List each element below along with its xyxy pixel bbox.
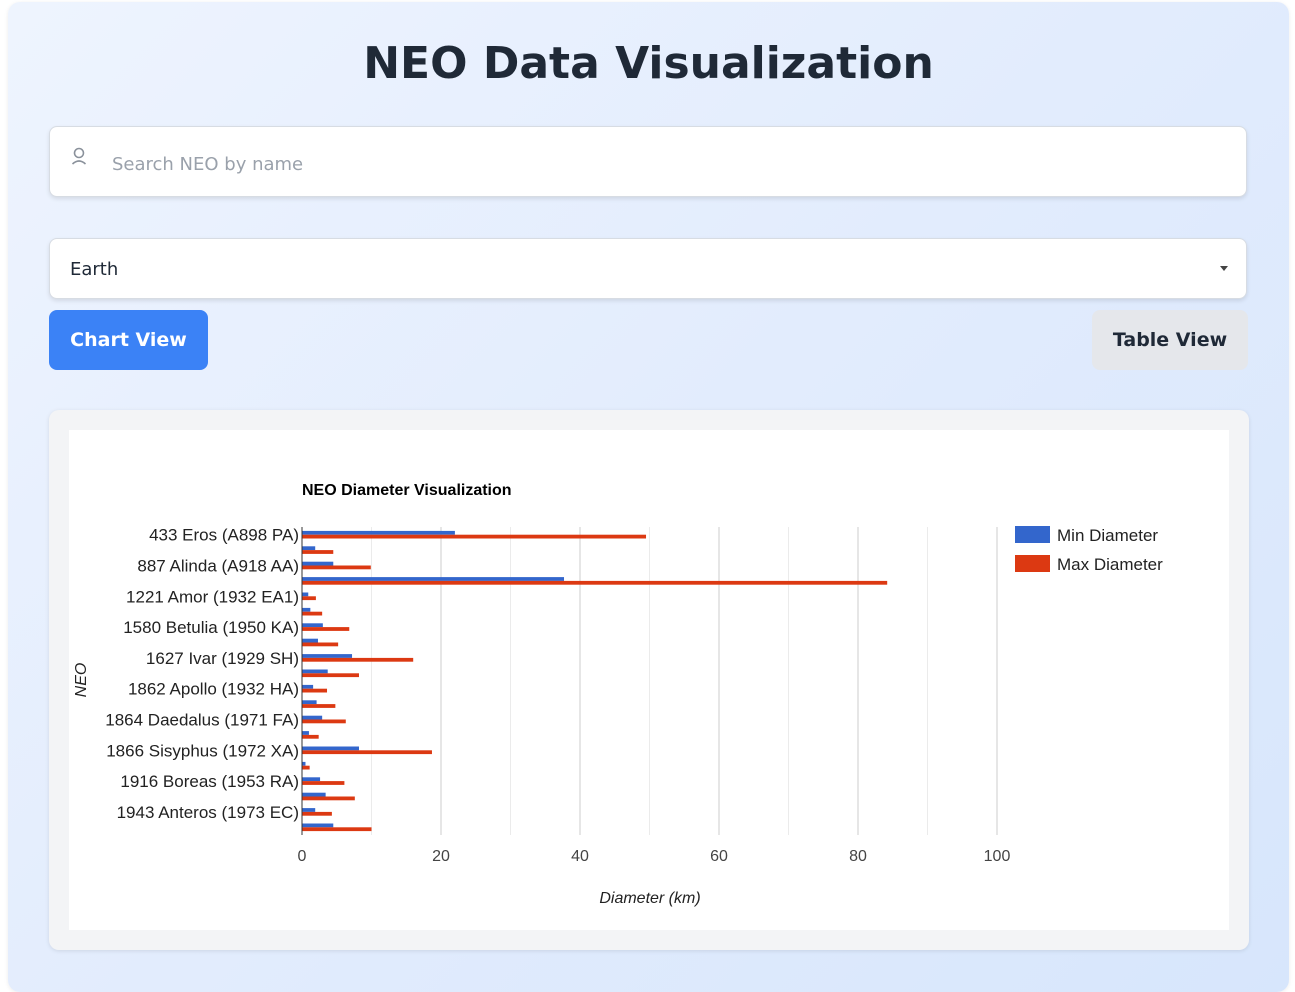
bar-min-diameter[interactable] [302, 530, 455, 535]
table-view-button[interactable]: Table View [1092, 310, 1248, 370]
bar-max-diameter[interactable] [302, 750, 432, 755]
category-label: 1221 Amor (1932 EA1) [126, 587, 299, 606]
bar-min-diameter[interactable] [302, 777, 321, 782]
category-label: 1862 Apollo (1932 HA) [128, 680, 299, 699]
chart-legend: Min Diameter Max Diameter [1015, 526, 1163, 574]
bar-min-diameter[interactable] [302, 654, 353, 658]
legend-label: Max Diameter [1057, 555, 1163, 574]
bar-max-diameter[interactable] [302, 642, 339, 647]
category-label: 433 Eros (A898 PA) [149, 526, 299, 545]
bar-min-diameter[interactable] [302, 715, 323, 720]
bar-min-diameter[interactable] [302, 700, 317, 705]
bar-min-diameter[interactable] [302, 561, 334, 566]
bar-min-diameter[interactable] [302, 546, 316, 551]
x-tick-label: 60 [710, 848, 728, 865]
bar-max-diameter[interactable] [302, 796, 355, 801]
chart-title: NEO Diameter Visualization [302, 482, 512, 499]
bar-min-diameter[interactable] [302, 577, 565, 581]
category-label: 1943 Anteros (1973 EC) [117, 803, 299, 822]
chevron-down-icon[interactable] [1220, 266, 1228, 271]
legend-label: Min Diameter [1057, 526, 1158, 545]
bar-max-diameter[interactable] [302, 719, 346, 724]
bar-max-diameter[interactable] [302, 611, 323, 616]
page-title: NEO Data Visualization [363, 38, 934, 89]
chart-card: NEO Diameter Visualization 433 Eros (A89… [49, 410, 1249, 950]
x-tick-label: 100 [984, 848, 1011, 865]
bar-max-diameter[interactable] [302, 550, 334, 554]
bar-min-diameter[interactable] [302, 731, 309, 735]
bar-max-diameter[interactable] [302, 704, 336, 708]
bar-max-diameter[interactable] [302, 827, 372, 832]
y-axis-label: NEO [73, 663, 90, 698]
neo-diameter-chart: NEO Diameter Visualization 433 Eros (A89… [73, 482, 1163, 907]
bar-max-diameter[interactable] [302, 596, 316, 601]
bar-min-diameter[interactable] [302, 808, 316, 812]
bar-max-diameter[interactable] [302, 565, 371, 570]
bar-min-diameter[interactable] [302, 746, 359, 751]
category-labels: 433 Eros (A898 PA) 887 Alinda (A918 AA) 12… [105, 526, 299, 822]
x-tick-label: 40 [571, 848, 589, 865]
bar-max-diameter[interactable] [302, 657, 414, 662]
chart-view-button[interactable]: Chart View [49, 310, 208, 370]
bar-min-diameter[interactable] [302, 669, 328, 674]
bar-max-diameter[interactable] [302, 580, 888, 585]
x-tick-label: 0 [298, 848, 307, 865]
x-axis-label: Diameter (km) [599, 890, 700, 907]
x-tick-label: 20 [432, 848, 450, 865]
category-label: 1916 Boreas (1953 RA) [120, 772, 299, 791]
bar-max-diameter[interactable] [302, 534, 647, 539]
bar-max-diameter[interactable] [302, 781, 345, 785]
planet-select[interactable]: Earth [49, 238, 1247, 299]
bar-max-diameter[interactable] [302, 734, 319, 739]
category-label: 1866 Sisyphus (1972 XA) [106, 741, 299, 760]
app-container: NEO Data Visualization Earth Chart View … [8, 2, 1289, 992]
x-tick-label: 80 [849, 848, 867, 865]
bar-max-diameter[interactable] [302, 673, 359, 678]
search-input[interactable] [110, 145, 1214, 183]
bar-min-diameter[interactable] [302, 823, 334, 828]
x-tick-labels: 0 20 40 60 80 100 [298, 848, 1011, 865]
chart-area: NEO Diameter Visualization 433 Eros (A89… [69, 430, 1229, 930]
bar-min-diameter[interactable] [302, 761, 306, 766]
category-label: 1627 Ivar (1929 SH) [146, 649, 299, 668]
legend-swatch-min [1015, 526, 1050, 543]
bar-min-diameter[interactable] [302, 792, 326, 797]
planet-select-value: Earth [70, 259, 119, 280]
bar-layer [302, 530, 888, 832]
person-search-icon [71, 147, 87, 165]
category-label: 1864 Daedalus (1971 FA) [105, 711, 299, 730]
category-label: 1580 Betulia (1950 KA) [123, 618, 299, 637]
grid-layer [371, 527, 998, 835]
bar-max-diameter[interactable] [302, 811, 332, 816]
bar-max-diameter[interactable] [302, 765, 310, 770]
bar-min-diameter[interactable] [302, 623, 323, 628]
bar-max-diameter[interactable] [302, 627, 350, 631]
bar-max-diameter[interactable] [302, 688, 328, 693]
bar-min-diameter[interactable] [302, 684, 314, 689]
bar-min-diameter[interactable] [302, 592, 309, 597]
search-box[interactable] [49, 126, 1247, 197]
bar-min-diameter[interactable] [302, 638, 318, 643]
legend-swatch-max [1015, 555, 1050, 572]
category-label: 887 Alinda (A918 AA) [137, 557, 299, 576]
bar-min-diameter[interactable] [302, 607, 311, 612]
